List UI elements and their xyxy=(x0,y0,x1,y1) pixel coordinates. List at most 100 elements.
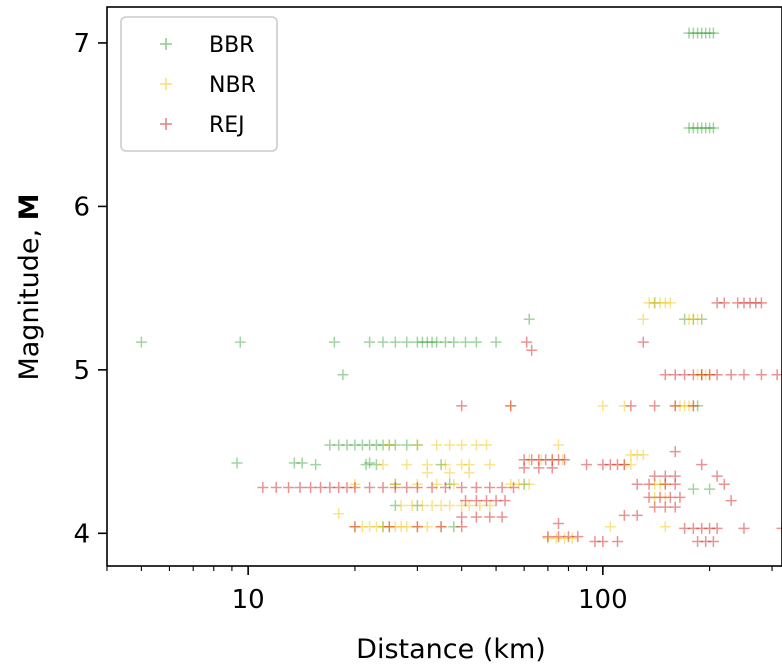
data-point xyxy=(649,470,661,482)
data-point xyxy=(431,439,443,451)
data-point xyxy=(459,495,471,507)
data-point xyxy=(421,459,433,471)
data-point xyxy=(439,336,451,348)
data-point xyxy=(349,482,361,494)
data-point xyxy=(411,336,423,348)
data-point xyxy=(669,446,681,458)
data-point xyxy=(401,336,413,348)
legend-entry-nbr: NBR xyxy=(160,73,256,98)
y-axis-label: Magnitude, M xyxy=(14,193,45,380)
data-point xyxy=(562,531,574,543)
data-point xyxy=(426,500,438,512)
data-point xyxy=(776,522,782,534)
data-point xyxy=(364,482,376,494)
data-point xyxy=(333,508,345,520)
data-point xyxy=(360,459,372,471)
data-point xyxy=(654,297,666,309)
data-point xyxy=(649,501,661,513)
data-point xyxy=(411,439,423,451)
data-point xyxy=(288,457,300,469)
data-point xyxy=(444,439,456,451)
data-point xyxy=(496,511,508,523)
data-point xyxy=(406,500,418,512)
data-point xyxy=(416,500,428,512)
data-point xyxy=(416,336,428,348)
series-rej xyxy=(257,297,782,547)
data-point xyxy=(377,336,389,348)
data-point xyxy=(649,400,661,412)
data-point xyxy=(738,369,750,381)
data-point xyxy=(643,297,655,309)
data-point xyxy=(389,439,401,451)
legend: BBR NBR REJ xyxy=(120,16,278,152)
data-point xyxy=(395,521,407,533)
data-point xyxy=(659,297,671,309)
data-point xyxy=(370,439,382,451)
data-point xyxy=(444,467,456,479)
data-point xyxy=(439,459,451,471)
legend-label: BBR xyxy=(209,33,254,58)
data-point xyxy=(481,439,493,451)
data-point xyxy=(349,521,361,533)
data-point xyxy=(604,521,616,533)
data-point xyxy=(542,531,554,543)
data-point xyxy=(463,467,475,479)
data-point xyxy=(625,449,637,461)
legend-marker xyxy=(160,78,172,90)
y-axis-label-text: Magnitude, xyxy=(14,220,45,380)
data-point xyxy=(448,336,460,348)
data-point xyxy=(435,521,447,533)
data-point xyxy=(324,439,336,451)
data-point xyxy=(490,336,502,348)
data-point xyxy=(370,459,382,471)
data-point xyxy=(718,478,730,490)
data-point xyxy=(631,478,643,490)
data-point xyxy=(435,459,447,471)
data-point xyxy=(401,521,413,533)
data-point xyxy=(383,439,395,451)
data-point xyxy=(499,495,511,507)
data-point xyxy=(383,521,395,533)
data-point xyxy=(283,482,295,494)
legend-box xyxy=(120,16,278,152)
data-point xyxy=(521,336,533,348)
data-point xyxy=(669,501,681,513)
data-point xyxy=(696,313,708,325)
y-tick-label: 4 xyxy=(73,519,90,549)
data-point xyxy=(700,27,712,39)
data-point xyxy=(707,535,719,547)
data-point xyxy=(704,483,716,495)
data-point xyxy=(337,369,349,381)
data-point xyxy=(637,449,649,461)
data-point xyxy=(470,482,482,494)
data-point xyxy=(401,482,413,494)
x-tick-label: 10 xyxy=(232,585,265,615)
data-point xyxy=(333,439,345,451)
data-point xyxy=(637,313,649,325)
data-point xyxy=(389,336,401,348)
data-point xyxy=(377,439,389,451)
data-point xyxy=(456,482,468,494)
y-axis-label-symbol: M xyxy=(14,193,45,220)
data-point xyxy=(687,483,699,495)
data-point xyxy=(718,297,730,309)
data-point xyxy=(700,122,712,134)
data-point xyxy=(687,122,699,134)
data-point xyxy=(470,336,482,348)
plot-frame xyxy=(106,6,782,567)
data-point xyxy=(637,336,649,348)
data-point xyxy=(421,521,433,533)
data-point xyxy=(581,459,593,471)
data-point xyxy=(505,400,517,412)
data-point xyxy=(707,27,719,39)
data-point xyxy=(618,459,630,471)
data-point xyxy=(305,482,317,494)
data-point xyxy=(459,336,471,348)
data-point xyxy=(523,478,535,490)
data-point xyxy=(294,482,306,494)
data-point xyxy=(707,122,719,134)
data-point xyxy=(687,400,699,412)
data-point xyxy=(383,439,395,451)
data-point xyxy=(771,369,782,381)
